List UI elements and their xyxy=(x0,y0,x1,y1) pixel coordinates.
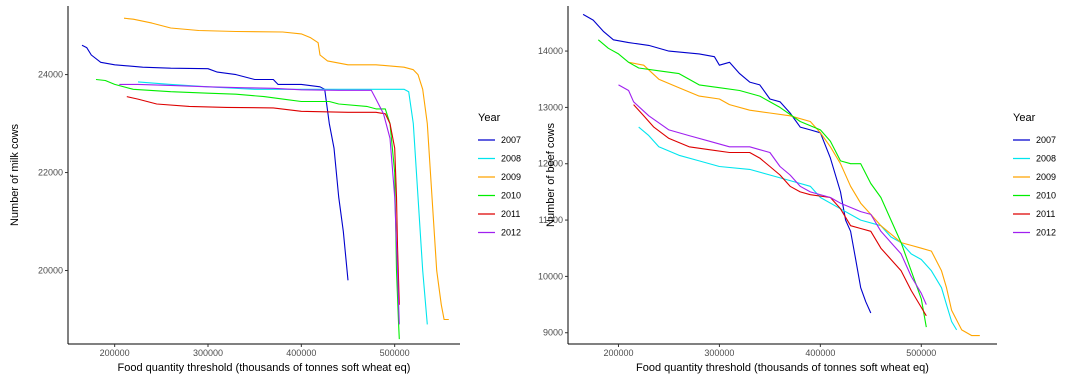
series-line-2010 xyxy=(95,78,400,340)
series-line-2009 xyxy=(628,61,980,337)
series-line-2011 xyxy=(126,96,400,305)
legend-label-2012: 2012 xyxy=(501,228,521,238)
legend-label-2009: 2009 xyxy=(1036,172,1056,182)
series-line-2008 xyxy=(137,81,428,325)
x-tick-label: 400000 xyxy=(286,348,316,358)
x-axis-label: Food quantity threshold (thousands of to… xyxy=(636,362,929,374)
legend-title: Year xyxy=(478,112,501,124)
legend-label-2008: 2008 xyxy=(1036,154,1056,164)
legend-label-2012: 2012 xyxy=(1036,228,1056,238)
y-tick-label: 14000 xyxy=(538,46,563,56)
y-tick-label: 9000 xyxy=(543,328,563,338)
x-tick-label: 300000 xyxy=(193,348,223,358)
y-tick-label: 12000 xyxy=(538,159,563,169)
y-tick-label: 11000 xyxy=(539,215,563,225)
series-line-2007 xyxy=(81,44,349,281)
legend-label-2010: 2010 xyxy=(501,191,521,201)
legend-label-2011: 2011 xyxy=(501,209,520,219)
series-line-2012 xyxy=(119,83,400,325)
series-line-2011 xyxy=(633,104,927,317)
y-tick-label: 20000 xyxy=(38,266,63,276)
x-tick-label: 500000 xyxy=(380,348,410,358)
series-line-2007 xyxy=(582,13,872,314)
series-line-2010 xyxy=(597,39,927,328)
x-tick-label: 200000 xyxy=(100,348,130,358)
x-tick-label: 500000 xyxy=(906,348,936,358)
series-line-2008 xyxy=(638,126,958,331)
series-line-2009 xyxy=(123,17,449,321)
y-tick-label: 22000 xyxy=(38,168,63,178)
legend-label-2010: 2010 xyxy=(1036,191,1056,201)
legend-label-2011: 2011 xyxy=(1036,209,1055,219)
x-tick-label: 400000 xyxy=(805,348,835,358)
series-line-2012 xyxy=(618,84,927,305)
milk-cows-chart: 200000 300000 400000 500000 20000 22000 24000 F… xyxy=(9,6,521,374)
legend-label-2007: 2007 xyxy=(501,135,521,145)
y-axis-label: Number of beef cows xyxy=(545,123,557,227)
legend-label-2009: 2009 xyxy=(501,172,521,182)
legend-label-2008: 2008 xyxy=(501,154,521,164)
legend-title: Year xyxy=(1013,112,1036,124)
y-tick-label: 13000 xyxy=(538,102,563,112)
x-tick-label: 300000 xyxy=(704,348,734,358)
y-tick-label: 10000 xyxy=(538,271,563,281)
x-tick-label: 200000 xyxy=(603,348,633,358)
x-axis-label: Food quantity threshold (thousands of to… xyxy=(118,362,411,374)
y-tick-label: 24000 xyxy=(38,70,63,80)
legend-label-2007: 2007 xyxy=(1036,135,1056,145)
beef-cows-chart: 200000 300000 400000 500000 9000 10000 11000 12… xyxy=(538,6,1056,374)
y-axis-label: Number of milk cows xyxy=(9,123,21,226)
